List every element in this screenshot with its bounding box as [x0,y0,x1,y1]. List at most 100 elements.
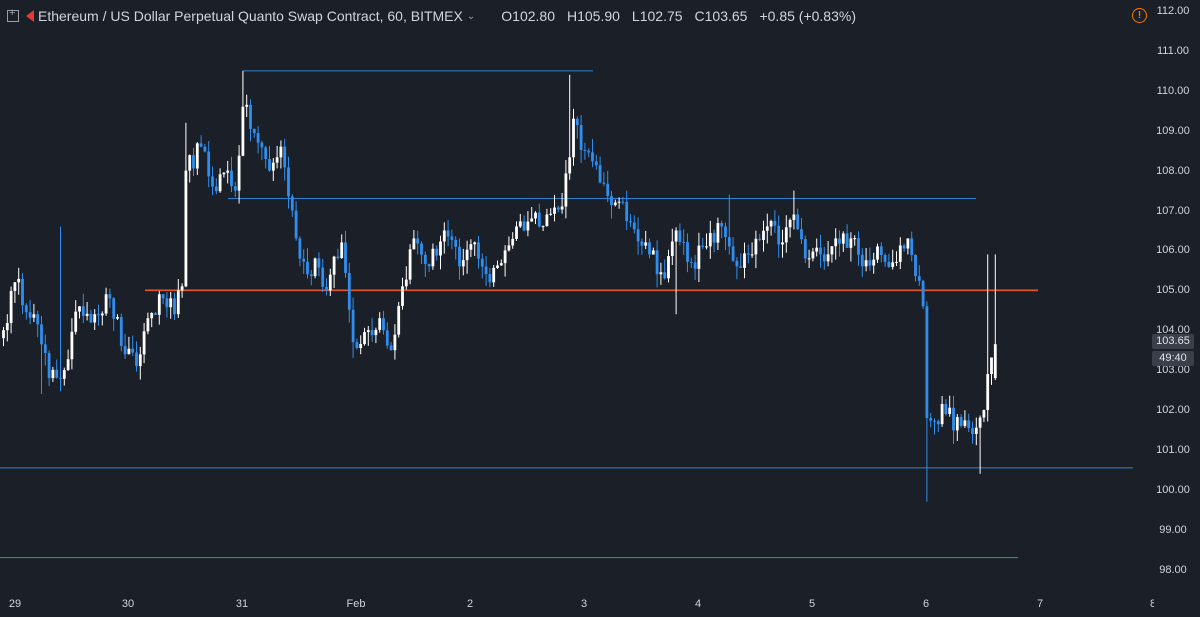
candle-body [655,250,659,275]
candle [784,215,788,253]
candle [845,224,849,248]
candle-body [857,238,860,255]
time-tick-label: 2 [466,598,474,610]
candle-body [591,152,594,162]
candle-body [784,227,788,243]
candle-body [496,265,499,268]
candle [397,301,401,338]
price-tick-label: 108.00 [1156,164,1190,177]
candle-body [427,264,431,267]
candle [230,156,233,192]
candle-body [834,238,838,247]
candle [503,245,507,277]
candle [720,220,724,239]
candle-body [914,254,917,277]
candle [74,300,78,335]
countdown-label: 49:40 [1152,351,1194,366]
candle-body [826,254,830,262]
candle [750,242,754,258]
candle-body [746,253,750,255]
candle [568,74,572,180]
candle-body [488,274,492,283]
candle-body [838,238,841,244]
candle-body [302,258,306,262]
candle [131,335,135,357]
candle [613,199,617,207]
candle-body [359,344,363,349]
candle [807,249,811,268]
candle [583,142,587,160]
price-tick-label: 103.00 [1156,364,1190,377]
candle-body [902,245,906,249]
candle-body [895,261,898,263]
price-tick-label: 111.00 [1156,44,1189,57]
candle [940,396,944,427]
candle-body [431,248,435,267]
candle-body [264,147,268,159]
candle-body [629,221,632,223]
candle [651,247,655,255]
ohlc-values: O102.80 H105.90 L102.75 C103.65 +0.85 (+… [501,8,868,24]
candle-body [963,420,967,426]
candle-body [218,174,222,192]
candle-body [682,241,686,243]
candle-body [370,330,374,336]
candle-body [393,334,397,351]
candle [982,409,986,423]
candle-body [233,186,237,191]
candlesticks [2,70,997,502]
candle-body [720,223,724,227]
candle-body [762,230,765,240]
candle-body [708,232,712,247]
candle-body [446,230,450,237]
candle-body [245,104,249,107]
candle [66,349,70,371]
candle [416,230,420,255]
candle-body [199,143,203,147]
candle-body [887,261,891,267]
candle-body [651,250,655,255]
candle [655,240,659,288]
candle-body [28,312,32,318]
candle-body [154,312,157,315]
candle-body [511,238,515,246]
candle [108,288,112,308]
candle-body [610,196,613,206]
candle-body [279,146,283,158]
candle [412,230,416,250]
candle [408,244,412,285]
candle [921,279,925,309]
symbol-title[interactable]: Ethereum / US Dollar Perpetual Quanto Sw… [38,8,463,24]
candle [298,236,302,267]
candle-body [458,246,461,267]
candle [739,253,743,269]
price-tick-label: 100.00 [1156,483,1190,496]
chevron-down-icon[interactable]: ⌄ [466,10,476,22]
candle [17,267,21,295]
candle-body [670,241,674,257]
price-tick-label: 99.00 [1159,523,1187,536]
candle-body [579,125,583,150]
price-tick-label: 109.00 [1156,124,1190,137]
candle-body [731,246,735,261]
candle-body [93,314,97,323]
candle-body [325,286,328,291]
candle [986,254,990,422]
candle-body [929,417,933,421]
candle [2,326,5,347]
expand-icon[interactable] [6,7,20,23]
candle-body [157,294,161,315]
candle [762,220,765,252]
candle [769,219,773,236]
candle-body [112,298,116,319]
candle-body [469,244,473,250]
warning-icon[interactable]: ! [1132,8,1147,23]
candle [370,318,374,342]
candle-body [701,245,705,247]
candle-body [131,348,135,353]
candle-body [959,417,963,426]
candle [268,146,271,172]
candle-body [632,222,636,230]
candle [279,140,283,169]
